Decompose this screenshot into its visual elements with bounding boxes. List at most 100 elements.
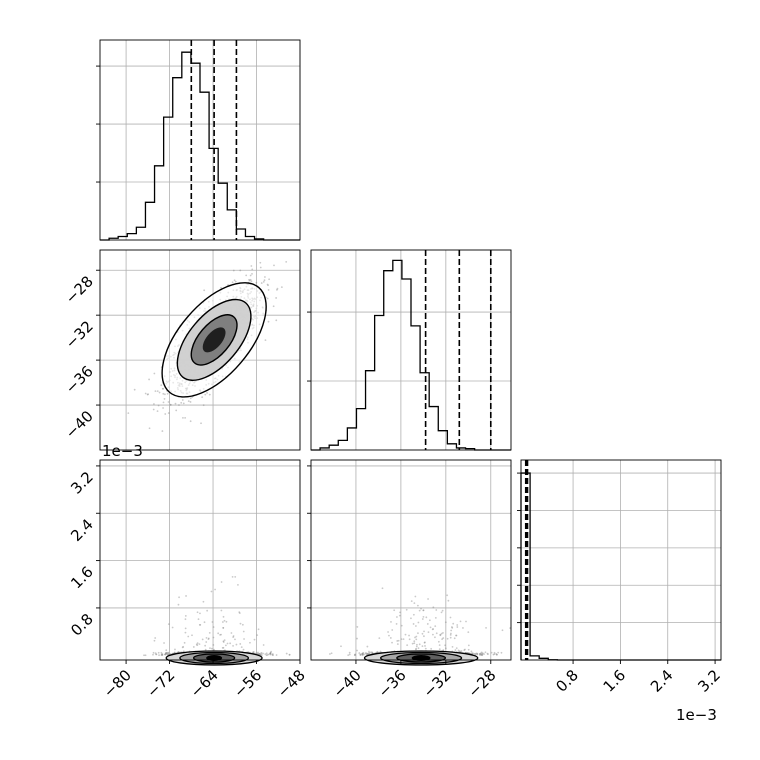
scatter-point xyxy=(395,623,398,625)
scatter-point xyxy=(161,653,164,656)
scatter-point xyxy=(211,621,214,623)
scatter-point xyxy=(455,634,457,637)
scatter-point xyxy=(427,598,429,600)
scatter-point xyxy=(270,650,273,653)
scatter-point xyxy=(249,274,252,277)
scatter-point xyxy=(449,636,452,639)
scatter-point xyxy=(361,654,364,657)
scatter-point xyxy=(210,590,213,593)
scatter-point xyxy=(442,649,445,652)
scatter-point xyxy=(269,652,272,655)
scatter-point xyxy=(160,384,163,387)
scatter-point xyxy=(462,627,464,629)
density-contours xyxy=(165,650,263,666)
scatter-point xyxy=(251,268,254,271)
scatter-point xyxy=(427,631,430,634)
scatter-point xyxy=(262,280,265,283)
scatter-point xyxy=(449,633,452,636)
scatter-point xyxy=(160,651,163,654)
scatter-point xyxy=(250,280,253,283)
scatter-point xyxy=(456,624,459,626)
scatter-point xyxy=(182,416,184,419)
scatter-point xyxy=(441,609,444,612)
scatter-point xyxy=(415,635,418,638)
scatter-point xyxy=(252,651,254,654)
scatter-point xyxy=(177,650,180,653)
scatter-point xyxy=(399,611,401,614)
scatter-point xyxy=(288,653,291,656)
scatter-point xyxy=(476,653,479,656)
scatter-point xyxy=(475,652,478,655)
scatter-point xyxy=(169,652,172,655)
scatter-point xyxy=(444,647,447,650)
scatter-point xyxy=(182,650,185,653)
scatter-point xyxy=(408,638,411,641)
scatter-point xyxy=(464,648,466,651)
scatter-point xyxy=(221,646,224,649)
scatter-point xyxy=(369,651,372,654)
panel-frame xyxy=(520,459,722,661)
scatter-point xyxy=(459,650,461,653)
scatter-point xyxy=(152,651,155,654)
scatter-point xyxy=(269,652,272,654)
scatter-point xyxy=(435,609,438,611)
scatter-point xyxy=(189,401,192,403)
scatter-point xyxy=(166,651,169,654)
scatter-point xyxy=(353,654,356,657)
x-tick-label: −40 xyxy=(330,666,365,701)
scatter-point xyxy=(187,635,190,638)
scatter-point xyxy=(480,654,483,656)
scatter-point xyxy=(439,634,442,637)
scatter-point xyxy=(155,653,158,656)
scatter-point xyxy=(413,642,416,645)
scatter-point xyxy=(184,627,187,630)
scatter-point xyxy=(411,642,414,645)
scatter-point xyxy=(456,626,459,628)
scatter-point xyxy=(459,620,462,623)
scatter-point xyxy=(240,646,243,649)
panel-frame xyxy=(310,249,512,451)
scatter-point xyxy=(449,632,452,635)
scatter-point xyxy=(470,650,473,653)
x-tick-label: 0.8 xyxy=(552,666,582,696)
scatter-point xyxy=(476,652,479,655)
scatter-point xyxy=(148,427,151,430)
scatter-point xyxy=(421,632,424,635)
scatter-point xyxy=(356,637,358,640)
scatter-point xyxy=(160,653,163,656)
scatter-point xyxy=(157,651,160,654)
scatter-point xyxy=(446,594,449,597)
scatter-point xyxy=(347,654,350,657)
scatter-point xyxy=(165,652,168,655)
scatter-point xyxy=(200,422,202,425)
scatter-point xyxy=(423,630,425,633)
scatter-point xyxy=(267,320,270,323)
x-tick-label: −32 xyxy=(420,666,455,701)
scatter-point xyxy=(348,653,351,656)
scatter-point xyxy=(415,638,418,641)
scatter-point xyxy=(361,653,364,655)
scatter-point xyxy=(388,634,390,637)
scatter-point xyxy=(165,652,167,655)
scatter-point xyxy=(233,279,236,282)
y-tick-label: 1.6 xyxy=(67,563,97,593)
scatter-point xyxy=(160,654,163,657)
scatter-point xyxy=(391,641,393,644)
scatter-point xyxy=(161,654,164,657)
scatter-point xyxy=(224,644,227,647)
scatter-point xyxy=(214,588,216,591)
scatter-point xyxy=(473,653,476,655)
scatter-point xyxy=(162,387,164,390)
scatter-point xyxy=(234,638,236,641)
scatter-point xyxy=(263,279,266,282)
scatter-point xyxy=(162,407,164,409)
scatter-point xyxy=(158,654,160,657)
scatter-point xyxy=(446,637,449,640)
scatter-point xyxy=(197,618,200,621)
scatter-point xyxy=(421,645,424,648)
scatter-point xyxy=(354,653,357,656)
scatter-point xyxy=(255,652,258,655)
scatter-point xyxy=(390,621,392,623)
scatter-point xyxy=(232,635,235,637)
scatter-point xyxy=(202,404,205,407)
